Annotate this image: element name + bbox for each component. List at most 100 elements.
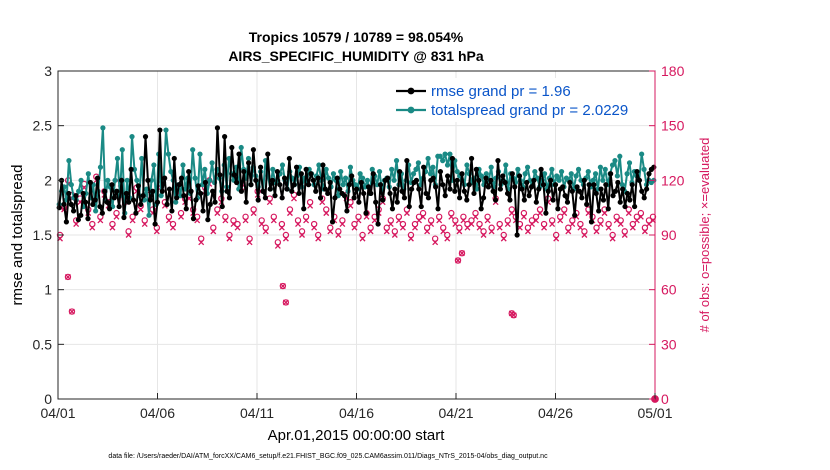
rmse-point bbox=[351, 195, 357, 201]
totalspread-point bbox=[454, 168, 460, 175]
totalspread-point bbox=[573, 173, 579, 179]
rmse-series bbox=[56, 125, 657, 238]
obs-possible-point bbox=[169, 220, 177, 228]
totalspread-point bbox=[483, 171, 489, 177]
totalspread-point bbox=[413, 166, 419, 172]
legend-spread-marker bbox=[407, 106, 415, 114]
rmse-point bbox=[449, 155, 455, 162]
obs-evaluated-point bbox=[468, 221, 475, 228]
obs-evaluated-point bbox=[311, 224, 318, 231]
obs-evaluated-point bbox=[569, 221, 576, 228]
rmse-point bbox=[183, 206, 189, 212]
totalspread-point bbox=[85, 171, 91, 177]
obs-possible-point bbox=[270, 213, 278, 220]
rmse-point bbox=[145, 177, 151, 183]
totalspread-point bbox=[590, 177, 596, 183]
obs-possible-point bbox=[508, 206, 516, 213]
obs-possible-point bbox=[113, 209, 120, 217]
rmse-point bbox=[401, 195, 408, 201]
rmse-point bbox=[329, 219, 336, 225]
obs-evaluated-point bbox=[480, 232, 487, 238]
y2-axis-ticks: 0 30 60 90 120 150 180 bbox=[649, 63, 685, 407]
rmse-point bbox=[572, 212, 578, 218]
y2-tick-label: 180 bbox=[661, 63, 685, 79]
totalspread-point bbox=[66, 158, 72, 164]
totalspread-point bbox=[515, 166, 521, 172]
rmse-point bbox=[106, 206, 113, 212]
rmse-point bbox=[495, 158, 501, 164]
obs-evaluated-point bbox=[291, 195, 297, 202]
rmse-point bbox=[476, 177, 482, 183]
totalspread-point bbox=[325, 175, 332, 181]
rmse-point bbox=[608, 171, 614, 177]
rmse-point bbox=[368, 190, 374, 197]
obs-possible-point bbox=[242, 213, 249, 220]
obs-possible-point bbox=[458, 250, 466, 257]
x-tick-label: 04/16 bbox=[339, 405, 374, 421]
rmse-point bbox=[538, 166, 544, 172]
rmse-point bbox=[164, 201, 170, 207]
obs-possible-point bbox=[177, 209, 185, 217]
totalspread-point bbox=[592, 171, 599, 177]
rmse-point bbox=[260, 188, 266, 194]
totalspread-point bbox=[207, 177, 213, 183]
obs-evaluated-point bbox=[371, 217, 378, 224]
obs-evaluated-point bbox=[129, 217, 136, 224]
totalspread-point bbox=[442, 151, 448, 157]
obs-evaluated-point bbox=[278, 224, 285, 231]
rmse-point bbox=[284, 186, 290, 192]
rmse-point bbox=[169, 208, 175, 214]
obs-possible-point bbox=[649, 213, 657, 220]
rmse-point bbox=[437, 168, 444, 175]
rmse-point bbox=[478, 206, 484, 212]
rmse-point bbox=[341, 193, 348, 199]
obs-possible-point bbox=[415, 213, 423, 220]
obs-possible-point bbox=[226, 231, 233, 239]
obs-evaluated-point bbox=[412, 224, 418, 231]
totalspread-point bbox=[624, 171, 630, 177]
rmse-point bbox=[399, 188, 405, 194]
y2-tick-label: 90 bbox=[661, 227, 677, 243]
x-tick-label: 05/01 bbox=[637, 405, 672, 421]
totalspread-point bbox=[522, 171, 528, 177]
rmse-point bbox=[310, 177, 316, 183]
rmse-point bbox=[545, 188, 551, 194]
totalspread-point bbox=[163, 127, 169, 133]
obs-possible-point bbox=[310, 220, 318, 228]
totalspread-point bbox=[97, 164, 104, 170]
obs-evaluated-point bbox=[581, 232, 588, 238]
obs-possible-point bbox=[395, 213, 403, 220]
legend-rmse-marker bbox=[407, 87, 415, 95]
totalspread-point bbox=[639, 151, 645, 157]
rmse-point bbox=[217, 172, 223, 178]
rmse-point bbox=[317, 195, 324, 201]
rmse-point bbox=[584, 201, 590, 207]
obs-evaluated-point bbox=[125, 232, 132, 238]
totalspread-point bbox=[352, 182, 358, 188]
obs-possible-point bbox=[302, 213, 310, 220]
rmse-point bbox=[389, 206, 396, 212]
rmse-point bbox=[533, 199, 539, 205]
obs-possible-point bbox=[282, 299, 290, 306]
rmse-point bbox=[265, 151, 271, 157]
totalspread-point bbox=[270, 166, 276, 172]
obs-possible-point bbox=[496, 220, 503, 228]
obs-evaluated-point bbox=[403, 210, 410, 217]
rmse-point bbox=[186, 168, 192, 175]
rmse-point bbox=[483, 175, 489, 181]
obs-evaluated-point bbox=[524, 228, 531, 235]
rmse-point bbox=[104, 199, 110, 205]
rmse-point bbox=[298, 171, 304, 177]
x-tick-label: 04/06 bbox=[140, 405, 175, 421]
obs-evaluated-point bbox=[537, 210, 543, 217]
obs-evaluated-point bbox=[605, 224, 612, 231]
rmse-point bbox=[332, 195, 338, 201]
rmse-point bbox=[229, 144, 235, 151]
obs-evaluated-point bbox=[339, 221, 346, 228]
obs-evaluated-point bbox=[210, 228, 217, 235]
rmse-point bbox=[480, 195, 487, 201]
rmse-point bbox=[66, 190, 72, 197]
rmse-point bbox=[337, 186, 343, 192]
totalspread-point bbox=[464, 162, 470, 168]
totalspread-point bbox=[209, 160, 215, 166]
